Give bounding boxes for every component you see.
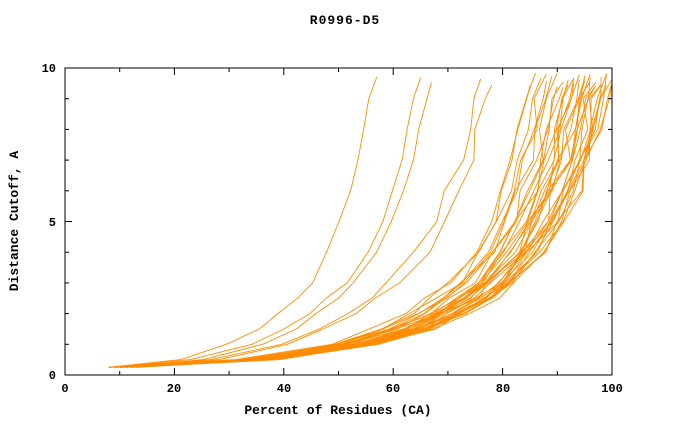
chart-title: R0996-D5: [310, 13, 380, 28]
model-curve: [114, 81, 564, 368]
y-tick-label: 5: [49, 216, 56, 230]
ticks-group: [64, 67, 613, 376]
model-curve: [119, 72, 558, 368]
x-tick-label: 60: [386, 382, 400, 396]
model-curve: [114, 82, 596, 368]
model-curve: [114, 78, 575, 368]
x-tick-label: 40: [277, 382, 291, 396]
model-curve: [119, 78, 613, 368]
model-curve: [130, 81, 591, 368]
x-tick-label: 100: [601, 382, 623, 396]
y-tick-label: 0: [49, 369, 56, 383]
model-curve: [114, 73, 591, 368]
model-curve: [114, 74, 580, 368]
model-curve: [119, 84, 493, 368]
model-curve: [108, 84, 602, 368]
model-curve: [119, 73, 607, 368]
model-curve: [108, 76, 378, 368]
model-curve: [125, 86, 596, 368]
model-curve: [119, 84, 569, 368]
model-curve: [125, 80, 547, 368]
model-curve: [125, 75, 586, 368]
x-axis-label: Percent of Residues (CA): [244, 403, 431, 418]
y-tick-label: 10: [42, 62, 56, 76]
x-tick-label: 80: [496, 382, 510, 396]
x-tick-label: 0: [61, 382, 68, 396]
y-axis-label: Distance Cutoff, A: [7, 151, 22, 292]
model-curve: [108, 85, 531, 368]
model-curve: [136, 83, 575, 368]
model-curve: [130, 87, 564, 368]
model-curve: [108, 78, 575, 368]
model-curve: [119, 82, 432, 368]
model-curve: [114, 78, 482, 368]
model-curve: [119, 79, 580, 368]
model-curve: [114, 84, 613, 368]
model-curve: [114, 77, 422, 368]
model-curve: [119, 80, 586, 368]
x-tick-label: 20: [167, 382, 181, 396]
model-curve: [108, 86, 558, 368]
model-curve: [114, 72, 536, 368]
model-curve: [119, 78, 542, 368]
curves-group: [108, 72, 613, 368]
model-curve: [108, 73, 547, 368]
plot-border: [64, 67, 613, 376]
model-curve: [108, 78, 586, 368]
model-curve: [125, 82, 613, 368]
model-curve: [114, 76, 553, 368]
